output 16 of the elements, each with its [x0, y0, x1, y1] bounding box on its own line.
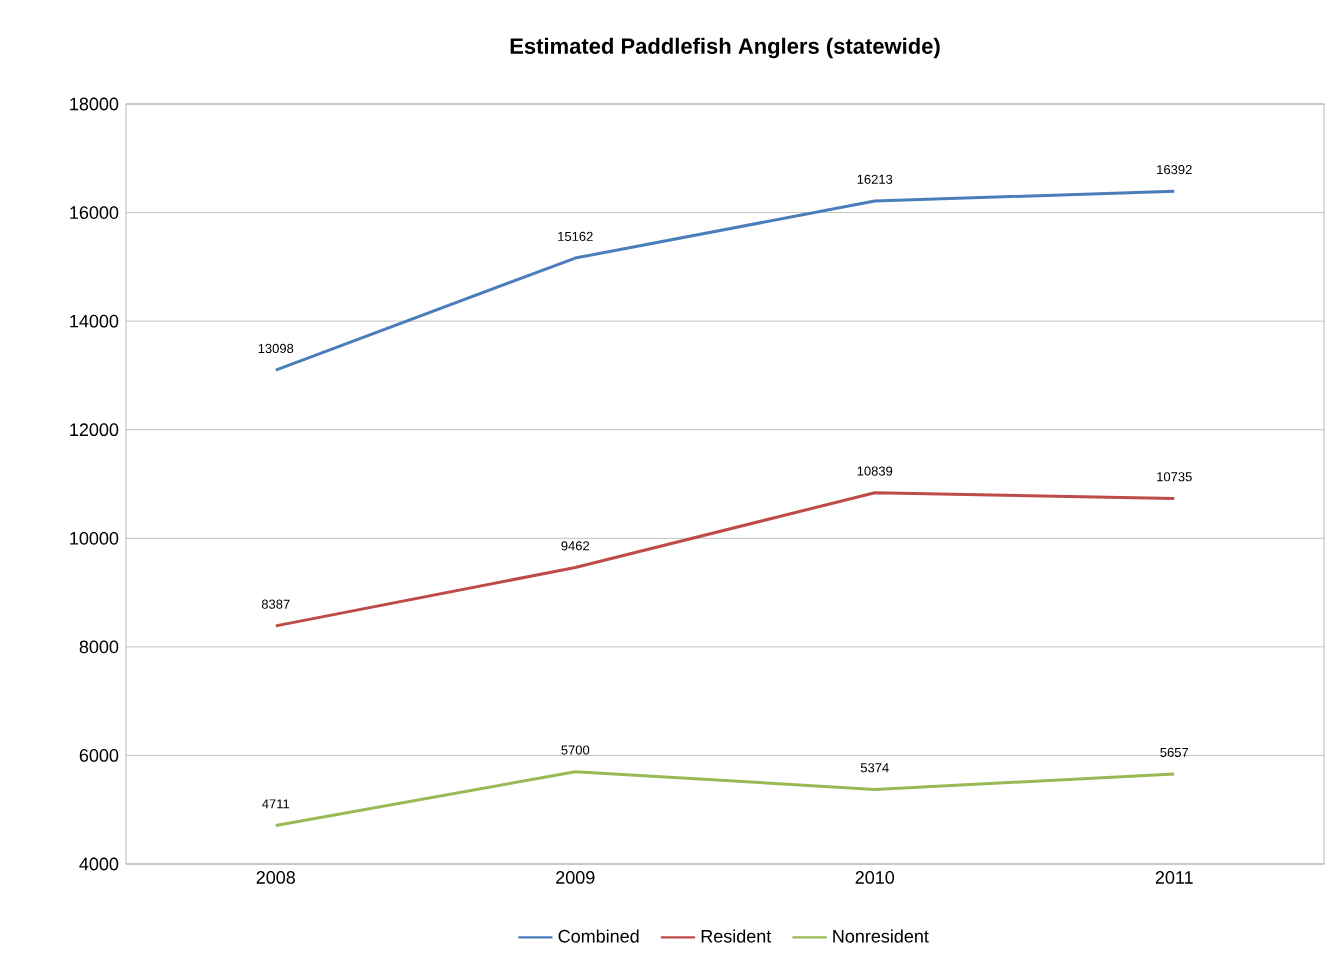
legend-label: Resident: [701, 929, 772, 943]
y-tick-label: 18000: [70, 97, 119, 111]
chart-title: Estimated Paddlefish Anglers (statewide): [510, 37, 940, 59]
x-tick-label: 2009: [556, 871, 595, 884]
y-tick-label: 14000: [70, 314, 119, 328]
x-tick-label: 2008: [256, 871, 295, 884]
y-tick-label: 6000: [79, 749, 119, 762]
legend-label: Combined: [558, 929, 639, 943]
x-tick-label: 2010: [855, 871, 895, 884]
x-tick-label: 2011: [1155, 871, 1193, 884]
legend-label: Nonresident: [833, 929, 929, 943]
y-tick-label: 4000: [79, 857, 119, 871]
y-tick-label: 16000: [70, 206, 119, 219]
y-tick-label: 10000: [70, 531, 119, 545]
y-tick-label: 12000: [70, 423, 119, 437]
y-tick-label: 8000: [79, 640, 119, 654]
